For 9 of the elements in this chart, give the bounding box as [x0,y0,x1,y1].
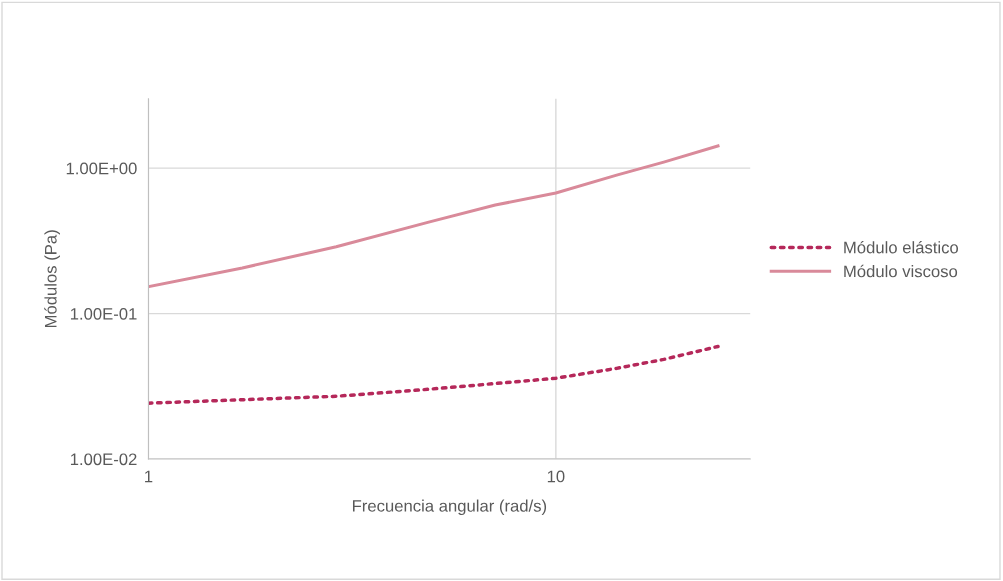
x-tick-label: 10 [547,470,565,483]
x-axis-title: Frecuencia angular (rad/s) [352,499,547,516]
x-tick-label: 1 [145,470,153,483]
y-tick-label: 1.00E-02 [70,453,137,466]
legend-label: Módulo viscoso [844,264,958,278]
y-tick-label: 1.00E-01 [70,307,137,320]
y-axis-title: Módulos (Pa) [44,230,60,328]
legend-label: Módulo elástico [844,240,959,254]
y-tick-label: 1.00E+00 [66,162,137,175]
